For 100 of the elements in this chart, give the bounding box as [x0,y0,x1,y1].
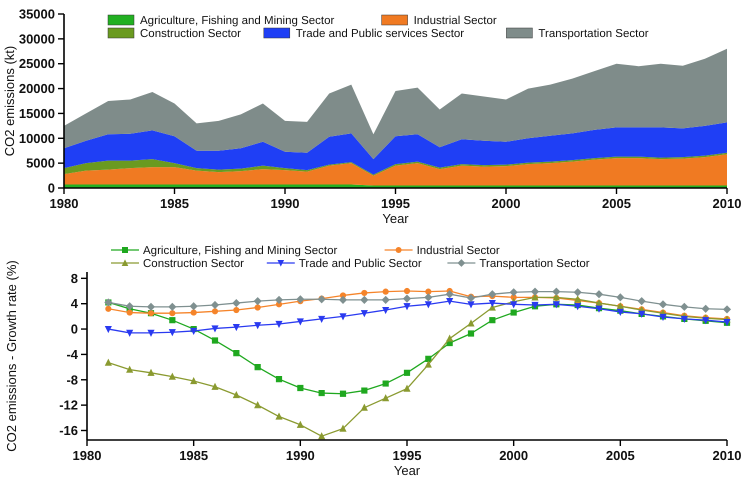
point [297,384,304,392]
point [212,308,218,314]
point [360,310,368,317]
legend-label: Transportation Sector [538,28,649,40]
point [424,301,432,308]
point [190,309,197,316]
legend-label: Trade and Public Sector [298,258,422,270]
point [595,290,603,298]
point [638,297,646,306]
point [404,370,410,376]
x-tick-label: 1995 [392,448,422,463]
point [190,377,198,384]
x-tick-label: 2005 [606,448,635,463]
x-axis-title: Year [382,211,410,226]
point [403,294,411,303]
point [468,301,474,308]
legend-label: Trade and Public services Sector [296,28,464,40]
point [574,288,582,296]
point [168,329,176,336]
point [404,384,410,392]
point [254,401,262,408]
y-tick-label: 25000 [18,56,55,72]
x-tick-label: 1980 [72,448,102,463]
point [659,300,667,308]
x-tick-label: 2000 [492,196,520,211]
point [702,304,710,313]
point [232,299,240,308]
x-tick-label: 2010 [712,196,742,211]
point [468,320,474,326]
point [404,288,410,294]
point [361,387,368,394]
point [168,372,176,380]
x-tick-label: 1990 [286,448,315,463]
point [510,288,518,296]
y-tick-label: 0 [70,322,78,337]
point [254,297,262,306]
y-axis-title: CO2 emissions (kt) [2,46,17,156]
point [126,366,134,373]
point [531,288,539,296]
point [360,296,368,304]
x-tick-label: 2010 [712,448,742,463]
point [126,330,134,337]
x-tick-label: 1995 [381,196,410,211]
y-tick-label: 15000 [18,106,55,121]
point [104,358,112,366]
point [318,390,325,396]
point [446,290,454,298]
y-tick-label: 8 [70,270,78,286]
y-tick-label: -12 [59,398,78,413]
point [425,288,432,295]
point [212,337,218,344]
x-tick-label: 1980 [50,196,78,211]
point [489,317,496,324]
x-axis-title: Year [394,463,421,478]
point [510,301,518,308]
point [212,383,218,390]
y-tick-label: 35000 [18,6,55,22]
point [276,320,282,328]
point [232,324,240,331]
y-tick-label: 4 [70,296,79,312]
point [340,390,346,397]
y-tick-label: 5000 [26,156,55,171]
point [340,313,346,320]
point [446,298,454,305]
point [275,296,283,304]
point [382,306,390,314]
point [148,330,154,337]
point [105,306,112,312]
y-tick-label: 20000 [18,81,55,96]
legend-label: Industrial Sector [414,15,497,27]
point [211,301,219,309]
point [424,360,432,368]
point [360,404,368,411]
point [169,310,176,316]
point [104,326,112,333]
point [404,303,410,310]
point [680,302,688,311]
legend-label: Agriculture, Fishing and Mining Sector [140,15,334,27]
point [212,325,218,332]
legend-label: Agriculture, Fishing and Mining Sector [143,245,338,257]
point [169,317,176,324]
point [232,391,240,398]
point [254,322,262,329]
point [254,364,261,370]
point [190,328,198,335]
point [723,305,731,314]
point [424,293,432,302]
point [552,288,560,296]
point [446,334,454,342]
point [276,376,282,382]
point [361,290,368,296]
y-tick-label: 10000 [18,130,55,146]
y-axis-title: CO2 emissions - Growth rate (%) [4,260,19,452]
point [318,432,326,440]
point [254,304,261,311]
point [488,300,496,307]
legend-label: Industrial Sector [416,245,500,257]
point [382,394,390,402]
point [126,309,133,316]
point [276,412,282,420]
